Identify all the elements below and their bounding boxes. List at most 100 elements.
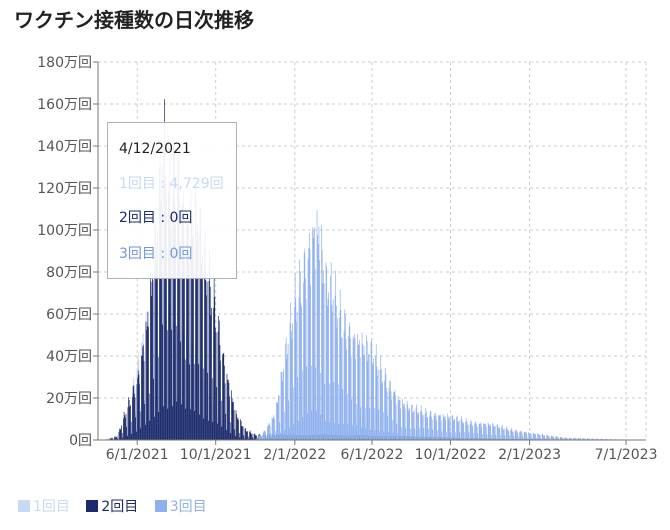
bar [520,430,522,440]
tooltip-dose3: 3回目 : 0回 [119,246,193,262]
bar [274,418,275,440]
bar [183,212,185,440]
legend-item-dose2[interactable]: 2回目 [86,496,138,516]
bar [503,428,505,440]
bar [287,343,289,440]
bar [283,412,285,440]
bar [444,417,445,440]
bar [153,378,155,440]
bar [245,431,247,440]
bar [304,248,306,440]
bar [169,180,171,440]
bar [231,398,233,440]
bar [597,438,598,440]
bar [130,421,132,440]
bar [505,428,507,440]
bar [203,418,205,440]
bar [530,434,532,440]
bar [330,262,332,440]
bar [233,410,235,440]
bar [165,212,167,440]
axes: 0回 20万回 40万回 60万回 80万回 100万回 120万回 140万回 160万回 18… [37,55,657,463]
bar [472,432,474,440]
bar [119,428,120,440]
bar [454,432,456,440]
bar [200,207,201,440]
bar [191,235,193,440]
bar [436,430,438,440]
bar [507,429,508,440]
bar [148,326,149,440]
bar [121,425,122,440]
bar [149,420,151,440]
bar [369,408,371,440]
bar [384,367,386,440]
bar [400,408,402,440]
bar [546,435,548,440]
legend-item-dose3[interactable]: 3回目 [154,496,207,516]
bar [373,407,375,440]
bar [224,383,226,440]
bar [135,417,137,440]
bar [478,437,479,440]
bar [195,181,196,441]
bar [132,396,133,440]
bar [163,143,165,441]
bar [589,438,591,440]
bar [125,417,126,440]
bar [261,437,263,440]
bar [593,438,595,440]
bar [180,341,182,440]
bar [269,425,271,440]
bar [110,438,112,440]
bar [193,364,195,440]
bar [541,434,543,440]
bar [314,268,316,440]
bar [564,437,566,440]
bar [294,272,296,440]
bar [301,306,302,440]
bar [381,383,383,440]
bar [309,249,311,440]
bar [259,435,261,440]
bar [498,428,500,440]
bar [240,419,241,440]
bar [171,406,173,440]
bar [563,438,564,440]
legend-item-dose1[interactable]: 1回目 [18,496,70,516]
bar [494,425,495,440]
bar [282,372,284,440]
vaccination-chart[interactable]: 0回 20万回 40万回 60万回 80万回 100万回 120万回 140万回 160万回 18… [0,0,670,490]
bar [217,331,219,440]
bar [317,235,319,440]
bar [146,330,147,440]
bar [385,373,387,440]
bar [470,420,472,440]
bar [191,219,192,440]
bar [269,423,270,440]
bar [202,368,204,440]
bar [244,428,246,440]
bar [516,431,518,440]
bar [396,423,398,440]
bar [335,270,337,440]
bar [565,437,567,440]
bar [179,198,180,440]
bar [434,413,436,440]
bar [523,438,524,440]
bar [383,431,385,440]
bar [137,370,139,440]
bar [485,423,486,440]
legend: 1回目 2回目 3回目 [18,496,219,516]
bar [455,437,457,440]
bar [351,399,353,440]
bar [387,415,389,440]
bar [601,438,603,440]
bar [109,438,111,440]
bar [140,428,142,440]
bar [143,344,144,440]
bar [530,432,531,440]
bar [410,436,412,440]
bar [197,232,199,440]
bar [150,281,152,440]
